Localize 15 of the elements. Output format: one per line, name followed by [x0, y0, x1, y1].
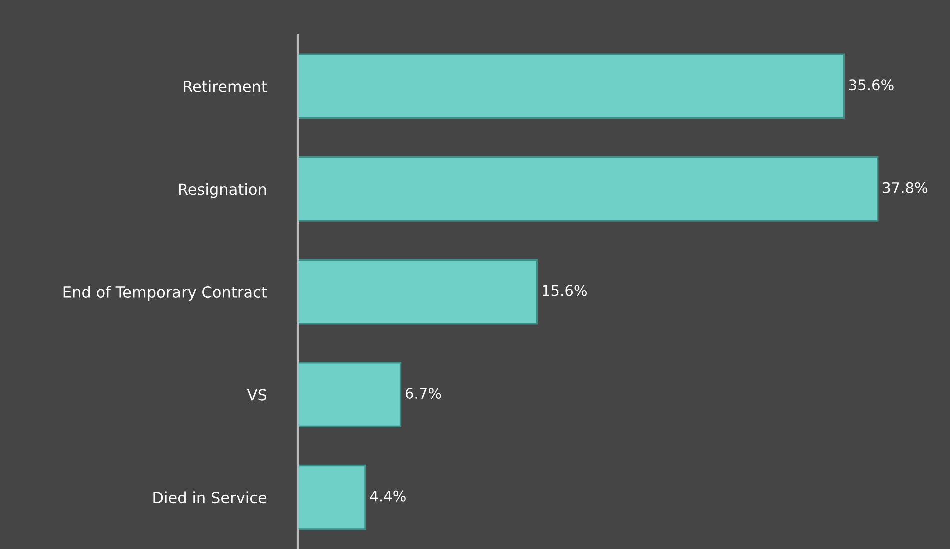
data-label: 4.4%	[370, 490, 406, 502]
bar	[298, 156, 879, 222]
data-label: 37.8%	[883, 182, 928, 194]
bar	[298, 259, 538, 325]
data-label: 6.7%	[406, 388, 442, 400]
y-tick-label: Died in Service	[154, 492, 267, 504]
y-tick-label: Retirement	[184, 80, 268, 92]
data-label: 15.6%	[543, 285, 588, 296]
bar	[298, 54, 845, 120]
y-tick-label: End of Temporary Contract	[64, 286, 268, 301]
bar	[298, 362, 402, 428]
data-label: 35.6%	[849, 80, 894, 91]
y-tick-label: Resignation	[179, 183, 266, 198]
y-tick-label: VS	[247, 389, 267, 401]
bar	[298, 464, 366, 530]
